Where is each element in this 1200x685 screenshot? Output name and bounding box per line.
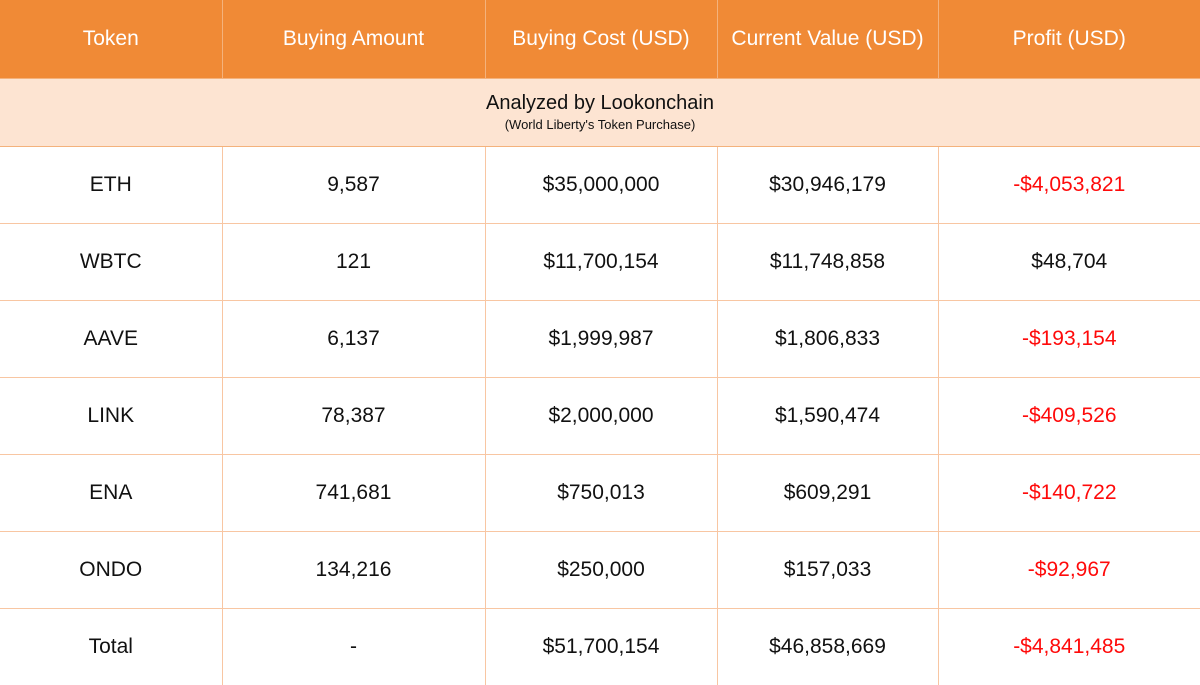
- cell-token: Total: [0, 607, 223, 685]
- cell-profit: -$4,053,821: [937, 145, 1200, 224]
- cell-buying-amount: 9,587: [221, 145, 486, 224]
- cell-buying-amount: 121: [221, 222, 486, 301]
- cell-buying-amount: -: [221, 607, 486, 685]
- cell-buying-cost: $2,000,000: [484, 376, 718, 455]
- cell-current-value: $46,858,669: [716, 607, 939, 685]
- cell-current-value: $11,748,858: [716, 222, 939, 301]
- cell-profit: -$4,841,485: [937, 607, 1200, 685]
- cell-buying-cost: $11,700,154: [484, 222, 718, 301]
- cell-profit: -$409,526: [937, 376, 1200, 455]
- cell-buying-amount: 6,137: [221, 299, 486, 378]
- cell-buying-cost: $250,000: [484, 530, 718, 609]
- cell-buying-amount: 134,216: [221, 530, 486, 609]
- cell-buying-cost: $1,999,987: [484, 299, 718, 378]
- table-row: WBTC 121 $11,700,154 $11,748,858 $48,704: [0, 222, 1200, 301]
- caption-cell: Analyzed by Lookonchain (World Liberty's…: [0, 77, 1200, 147]
- cell-token: LINK: [0, 376, 223, 455]
- header-row: Token Buying Amount Buying Cost (USD) Cu…: [0, 0, 1200, 78]
- header-profit: Profit (USD): [937, 0, 1200, 78]
- cell-buying-cost: $35,000,000: [484, 145, 718, 224]
- caption-title: Analyzed by Lookonchain: [486, 92, 714, 114]
- cell-buying-amount: 78,387: [221, 376, 486, 455]
- cell-current-value: $609,291: [716, 453, 939, 532]
- cell-current-value: $30,946,179: [716, 145, 939, 224]
- cell-current-value: $157,033: [716, 530, 939, 609]
- header-buying-amount: Buying Amount: [221, 0, 486, 78]
- table-row: LINK 78,387 $2,000,000 $1,590,474 -$409,526: [0, 376, 1200, 455]
- header-buying-cost: Buying Cost (USD): [484, 0, 718, 78]
- cell-token: ONDO: [0, 530, 223, 609]
- cell-buying-cost: $51,700,154: [484, 607, 718, 685]
- table-row: ETH 9,587 $35,000,000 $30,946,179 -$4,053,82…: [0, 145, 1200, 224]
- cell-token: AAVE: [0, 299, 223, 378]
- cell-buying-cost: $750,013: [484, 453, 718, 532]
- table-row: ENA 741,681 $750,013 $609,291 -$140,722: [0, 453, 1200, 532]
- cell-buying-amount: 741,681: [221, 453, 486, 532]
- cell-current-value: $1,806,833: [716, 299, 939, 378]
- cell-token: WBTC: [0, 222, 223, 301]
- caption-subtitle: (World Liberty's Token Purchase): [504, 117, 696, 132]
- cell-token: ETH: [0, 145, 223, 224]
- cell-profit: $48,704: [937, 222, 1200, 301]
- cell-profit: -$193,154: [937, 299, 1200, 378]
- cell-token: ENA: [0, 453, 223, 532]
- cell-profit: -$92,967: [937, 530, 1200, 609]
- table-row: Total - $51,700,154 $46,858,669 -$4,841,485: [0, 607, 1200, 685]
- caption-row: Analyzed by Lookonchain (World Liberty's…: [0, 77, 1200, 147]
- table-row: ONDO 134,216 $250,000 $157,033 -$92,967: [0, 530, 1200, 609]
- cell-profit: -$140,722: [937, 453, 1200, 532]
- table-row: AAVE 6,137 $1,999,987 $1,806,833 -$193,154: [0, 299, 1200, 378]
- cell-current-value: $1,590,474: [716, 376, 939, 455]
- header-token: Token: [0, 0, 223, 78]
- header-current-value: Current Value (USD): [716, 0, 939, 78]
